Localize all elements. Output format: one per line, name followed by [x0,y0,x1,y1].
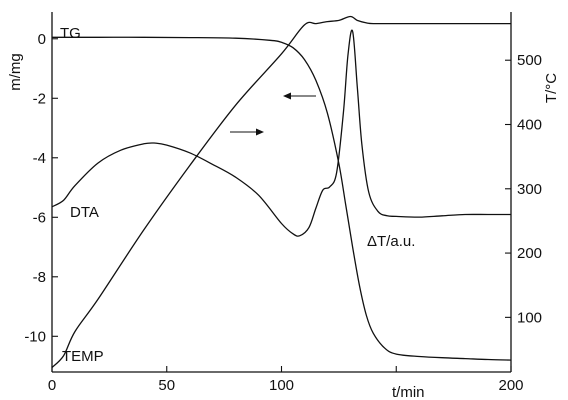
right-arrow [230,128,264,136]
y-left-tick-label: -2 [33,90,46,107]
y-right-tick-label: 500 [517,52,542,69]
x-tick-label: 0 [48,377,56,394]
dta-unit-label: ΔT/a.u. [367,233,415,250]
x-axis-title: t/min [392,384,425,400]
annotation-arrows [230,92,316,136]
y-left-tick-label: -6 [33,209,46,226]
x-tick-label: 50 [158,377,175,394]
tg-label: TG [60,25,81,42]
dta-curve [51,29,511,237]
x-ticks: 0 50 100 200 [48,366,524,394]
y-right-tick-label: 100 [517,309,542,326]
y-right-ticks: 100 200 300 400 500 [505,52,542,326]
y-left-tick-label: -10 [24,328,46,345]
series-layer [51,15,512,368]
x-tick-label: 100 [269,377,294,394]
y-right-tick-label: 300 [517,181,542,198]
y-left-tick-label: -8 [33,269,46,286]
y-left-tick-label: -4 [33,150,46,167]
left-arrow [283,92,316,100]
y-left-tick-label: 0 [38,31,46,48]
y-right-tick-label: 400 [517,117,542,134]
curve-labels: TG DTA TEMP ΔT/a.u. [60,25,415,365]
temp-curve [51,15,511,368]
x-tick-label: 200 [498,377,523,394]
y-left-axis-title: m/mg [7,53,24,91]
y-left-ticks: 0 -2 -4 -6 -8 -10 [24,31,58,345]
y-right-tick-label: 200 [517,245,542,262]
axes [51,12,512,373]
tg-curve [51,36,512,361]
y-right-axis-title: T/°C [543,73,560,103]
dta-label: DTA [70,204,99,221]
temp-label: TEMP [62,348,104,365]
